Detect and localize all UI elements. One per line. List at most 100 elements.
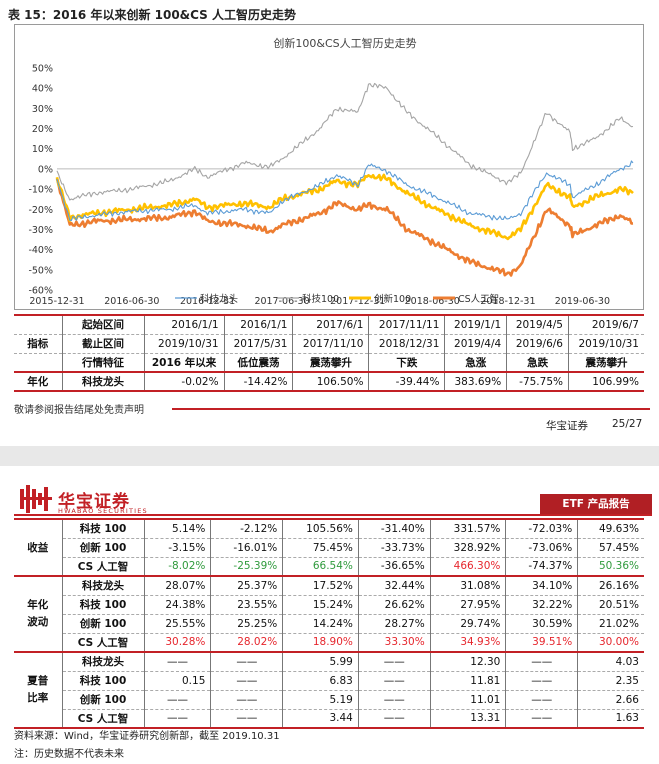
summary-table-bottom: 收益 科技 100 5.14% -2.12% 105.56% -31.40% 3… <box>14 518 644 729</box>
page-break <box>0 446 659 466</box>
y-tick-label: -60% <box>28 286 53 297</box>
cell: 20.51% <box>577 595 644 615</box>
cell: 2019/6/7 <box>568 315 644 335</box>
row-label: 科技 100 <box>62 671 145 691</box>
cell: -16.01% <box>210 538 284 558</box>
row-label: 科技 100 <box>62 595 145 615</box>
cell: —— <box>210 709 284 729</box>
table-row: CS 人工智 -8.02% -25.39% 66.54% -36.65% 466… <box>14 557 644 577</box>
legend-label: 创新100 <box>374 293 411 305</box>
cell: —— <box>358 709 431 729</box>
cell: —— <box>358 651 431 672</box>
row-label: 起始区间 <box>62 315 145 335</box>
cell: 26.16% <box>577 575 644 596</box>
cell: —— <box>144 709 212 729</box>
cell: 25.37% <box>210 575 284 596</box>
divider <box>172 408 650 410</box>
row-label: 创新 100 <box>62 538 145 558</box>
x-tick-label: 2015-12-31 <box>29 296 84 307</box>
cell: 2019/10/31 <box>144 334 225 354</box>
series-line <box>56 160 634 221</box>
group-cell <box>14 315 63 335</box>
cell: -2.12% <box>210 519 284 539</box>
cell: 2017/6/1 <box>292 315 370 335</box>
table-row: 创新 100 25.55% 25.25% 14.24% 28.27% 29.74… <box>14 614 644 634</box>
x-tick-label: 2016-06-30 <box>104 296 159 307</box>
cell: 2016 年以来 <box>144 353 225 373</box>
y-tick-label: 40% <box>32 84 53 95</box>
cell: 23.55% <box>210 595 284 615</box>
cell-max: 466.30% <box>430 557 507 577</box>
cell: 31.08% <box>430 575 507 596</box>
cell: -73.06% <box>505 538 579 558</box>
cell: 13.31 <box>430 709 507 729</box>
cell: 6.83 <box>282 671 359 691</box>
y-tick-label: -30% <box>28 225 53 236</box>
cell: 2016/1/1 <box>144 315 225 335</box>
cell-max: 34.93% <box>430 633 507 653</box>
cell: 3.44 <box>282 709 359 729</box>
cell: 4.03 <box>577 651 644 672</box>
legend-label: 科技龙头 <box>200 293 238 305</box>
cell: -0.02% <box>144 371 225 391</box>
cell: 0.15 <box>144 671 212 691</box>
chart-title: 创新100&CS人工智历史走势 <box>273 36 416 50</box>
cell: 383.69% <box>444 371 508 391</box>
cell: 2019/6/6 <box>506 334 569 354</box>
legend-label: CS人工智 <box>458 293 499 305</box>
cell: 2016/1/1 <box>224 315 294 335</box>
x-tick-label: 2018-12-31 <box>480 296 535 307</box>
series-line <box>55 173 634 241</box>
group-label: 年化 <box>14 371 63 391</box>
table-row: 行情特征 2016 年以来 低位震荡 震荡攀升 下跌 急涨 急跌 震荡攀升 <box>14 353 644 373</box>
row-label: 创新 100 <box>62 614 145 634</box>
cell: 2018/12/31 <box>368 334 446 354</box>
group-label: 年化 波动 <box>14 575 63 652</box>
group-cell <box>14 353 63 373</box>
cell: 11.81 <box>430 671 507 691</box>
row-label: 科技龙头 <box>62 651 145 672</box>
cell: 15.24% <box>282 595 359 615</box>
cell: 32.22% <box>505 595 579 615</box>
y-tick-label: 30% <box>32 104 53 115</box>
row-label: 截止区间 <box>62 334 145 354</box>
group-label: 夏普 比率 <box>14 651 63 728</box>
cell: —— <box>210 690 284 710</box>
cell-max: 33.30% <box>358 633 431 653</box>
group-label: 收益 <box>14 519 63 576</box>
cell: —— <box>144 690 212 710</box>
cell: 急跌 <box>506 353 569 373</box>
logo-text: 华宝证券 <box>58 492 130 512</box>
row-label: CS 人工智 <box>62 633 145 653</box>
cell: -74.37% <box>505 557 579 577</box>
cell: —— <box>358 690 431 710</box>
cell: 28.27% <box>358 614 431 634</box>
divider <box>14 514 652 516</box>
row-label: 行情特征 <box>62 353 145 373</box>
cell: 2.35 <box>577 671 644 691</box>
table-row: 年化 科技龙头 -0.02% -14.42% 106.50% -39.44% 3… <box>14 371 644 391</box>
cell: 5.99 <box>282 651 359 672</box>
cell: -14.42% <box>224 371 294 391</box>
row-label: CS 人工智 <box>62 709 145 729</box>
table-row: 科技 100 24.38% 23.55% 15.24% 26.62% 27.95… <box>14 595 644 615</box>
footnote: 注：历史数据不代表未来 <box>14 749 124 760</box>
cell-max: 39.51% <box>505 633 579 653</box>
cell-max: 28.02% <box>210 633 284 653</box>
cell: 1.63 <box>577 709 644 729</box>
cell: —— <box>210 651 284 672</box>
table-row: CS 人工智 30.28% 28.02% 18.90% 33.30% 34.93… <box>14 633 644 653</box>
cell-max: 18.90% <box>282 633 359 653</box>
table-row: 起始区间 2016/1/1 2016/1/1 2017/6/1 2017/11/… <box>14 315 644 335</box>
cell: 震荡攀升 <box>292 353 370 373</box>
cell: -3.15% <box>144 538 212 558</box>
line-chart: 创新100&CS人工智历史走势 50% 40% 30% 20% 10% 0% -10% -20%… <box>14 24 644 310</box>
cell: 2017/11/11 <box>368 315 446 335</box>
cell: 2019/1/1 <box>444 315 508 335</box>
x-tick-label: 2018-06-30 <box>405 296 460 307</box>
hwabao-logo-icon <box>20 485 52 513</box>
row-label: 创新 100 <box>62 690 145 710</box>
cell: 17.52% <box>282 575 359 596</box>
cell: 331.57% <box>430 519 507 539</box>
cell: —— <box>144 651 212 672</box>
